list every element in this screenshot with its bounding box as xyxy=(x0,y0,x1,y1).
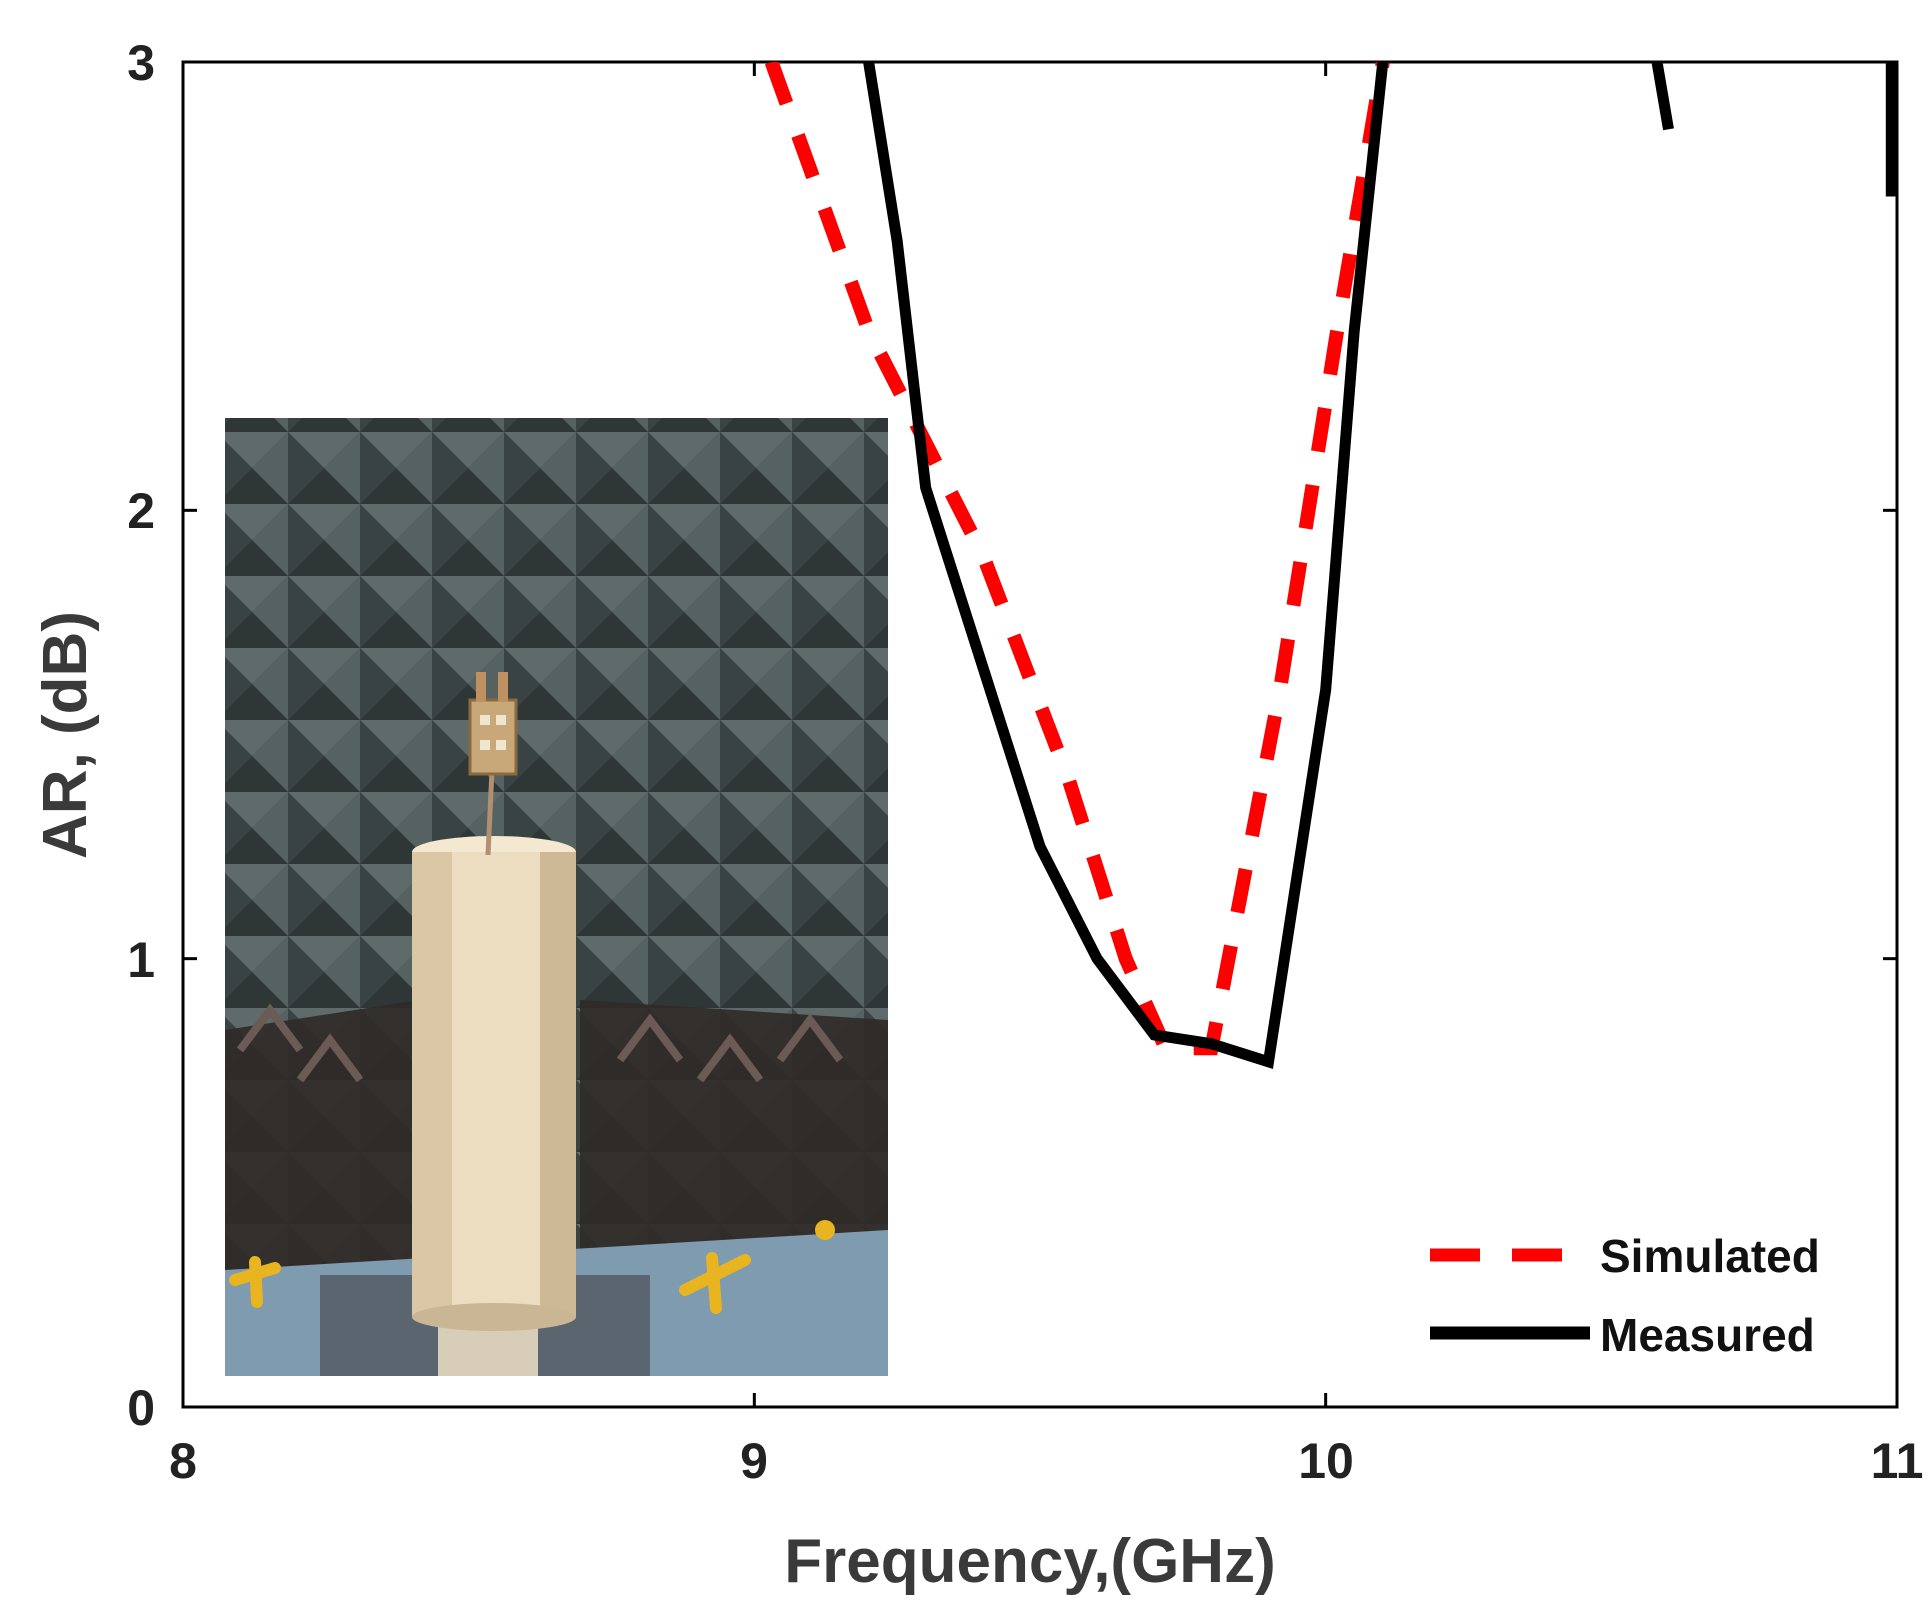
x-tick-label-11: 11 xyxy=(1871,1433,1924,1489)
y-tick-label-3: 3 xyxy=(127,35,155,91)
series-line-measured xyxy=(863,62,1897,1069)
anechoic-chamber-photo-icon xyxy=(225,418,888,1376)
x-tick-label-8: 8 xyxy=(169,1433,197,1489)
x-tick-label-9: 9 xyxy=(740,1433,768,1489)
y-tick-label-1: 1 xyxy=(127,932,155,988)
x-axis-title: Frequency,(GHz) xyxy=(784,1527,1275,1596)
y-tick-label-2: 2 xyxy=(127,483,155,539)
y-axis-title: AR, (dB) xyxy=(31,611,100,859)
legend: Simulated Measured xyxy=(1430,1230,1820,1361)
x-tick-label-10: 10 xyxy=(1298,1433,1354,1489)
legend-label-simulated: Simulated xyxy=(1600,1230,1820,1282)
y-tick-label-0: 0 xyxy=(127,1380,155,1436)
legend-label-measured: Measured xyxy=(1600,1309,1815,1361)
